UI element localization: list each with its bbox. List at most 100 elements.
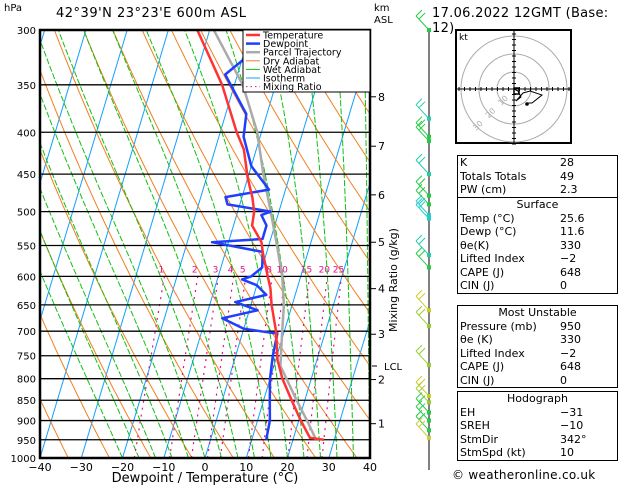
legend-label: Mixing Ratio xyxy=(263,82,322,93)
index-value: 648 xyxy=(560,360,581,373)
wind-level-marker xyxy=(427,435,431,440)
isotherm-line xyxy=(287,181,370,458)
index-value: 25.6 xyxy=(560,211,585,225)
wind-barb-flag xyxy=(418,12,426,20)
wet-adiabat-line xyxy=(83,30,239,458)
mixing-ratio-axis-title: Mixing Ratio (g/kg) xyxy=(387,228,400,332)
temperature-tick-label: −30 xyxy=(70,461,93,474)
copyright-link[interactable]: © weatheronline.co.uk xyxy=(452,468,596,482)
wind-level-marker xyxy=(427,172,431,177)
wind-level-marker xyxy=(427,308,431,313)
index-label: Pressure (mb) xyxy=(460,319,537,333)
pressure-tick-label: 750 xyxy=(17,352,36,363)
pressure-tick-label: 900 xyxy=(17,417,36,428)
hodograph-row: EH −31 xyxy=(458,406,617,420)
pressure-tick-label: 850 xyxy=(17,396,36,407)
profile-lines xyxy=(196,30,325,442)
wind-barb-flag xyxy=(418,250,426,257)
index-value: 28 xyxy=(560,156,574,169)
wind-barb-flag xyxy=(418,197,426,205)
mixing-ratio-label: 15 xyxy=(301,265,312,275)
wind-barb-flag xyxy=(415,305,423,313)
height-tick-label: 3 xyxy=(378,328,385,341)
wind-level-marker xyxy=(427,216,431,221)
pressure-tick-label: 350 xyxy=(17,81,36,92)
wind-barb-flag xyxy=(415,289,423,297)
mixing-ratio-label: 8 xyxy=(266,265,272,275)
mixing-ratio-labels: 1 2 3 4 5 8 10 15 20 25 xyxy=(159,265,345,275)
indices-top-box: K 28 Totals Totals 49 PW (cm) 2.3 xyxy=(457,155,618,198)
index-value: 330 xyxy=(560,238,581,252)
surface-row: CIN (J) 0 xyxy=(458,279,617,293)
wind-barb-flag xyxy=(415,392,423,399)
wind-barb-flag xyxy=(415,153,423,161)
height-tick-label: 5 xyxy=(378,236,385,249)
height-km-axis: 1 2 3 4 5 6 7 8 LCL xyxy=(370,91,403,431)
legend-label: Dewpoint xyxy=(263,39,308,50)
mixing-ratio-label: 1 xyxy=(159,265,165,275)
hodograph-row: StmSpd (kt) 10 xyxy=(458,446,617,460)
wind-barb-flag xyxy=(415,400,423,407)
pressure-unit-label: hPa xyxy=(4,3,23,14)
wind-barb xyxy=(415,387,430,403)
index-value: 10 xyxy=(560,446,574,459)
pressure-tick-label: 1000 xyxy=(11,454,36,465)
index-label: Lifted Index xyxy=(460,346,525,360)
wind-level-marker xyxy=(427,410,431,415)
isotherm-line xyxy=(328,318,370,458)
pressure-tick-label: 500 xyxy=(17,208,36,219)
wind-level-marker xyxy=(427,139,431,144)
index-label: CIN (J) xyxy=(460,279,495,292)
pressure-tick-label: 700 xyxy=(17,327,36,338)
dry-adiabat-line xyxy=(40,312,110,458)
index-label: StmSpd (kt) xyxy=(460,446,526,459)
isotherm-line xyxy=(204,30,334,458)
wet-adiabat-line xyxy=(40,269,123,458)
wind-barb-flag xyxy=(415,381,423,389)
height-unit-label: km ASL xyxy=(374,3,393,27)
temperature-line xyxy=(196,30,325,442)
hodograph-row: StmDir 342° xyxy=(458,433,617,447)
height-tick-label: 8 xyxy=(378,91,385,104)
mixing-ratio-label: 25 xyxy=(333,265,344,275)
parcel-trajectory-line xyxy=(212,30,318,441)
wind-barb-flag xyxy=(415,247,423,254)
index-value: 950 xyxy=(560,319,581,333)
most-unstable-box: Most Unstable Pressure (mb) 950 θe (K) 330… xyxy=(457,305,618,388)
wind-barb-flag xyxy=(418,101,426,109)
wind-barb-flag xyxy=(418,420,426,428)
x-axis-title: Dewpoint / Temperature (°C) xyxy=(112,471,299,486)
wind-barb xyxy=(415,311,430,327)
wind-level-marker xyxy=(427,193,431,198)
index-value: 0 xyxy=(560,279,567,292)
index-value: 330 xyxy=(560,333,581,346)
location-title: 42°39'N 23°23'E 600m ASL xyxy=(56,6,247,21)
dry-adiabat-line xyxy=(83,30,317,458)
isotherm-line xyxy=(40,30,87,185)
wind-barb-flag xyxy=(418,123,426,131)
surface-title: Surface xyxy=(516,198,559,211)
index-label: StmDir xyxy=(460,432,499,446)
height-tick-label: 6 xyxy=(378,189,385,202)
surface-row: Dewp (°C) 11.6 xyxy=(458,225,617,239)
wind-barb-flag xyxy=(415,198,423,205)
temperature-tick-label: 40 xyxy=(363,461,377,474)
wind-barb-flag xyxy=(415,344,423,352)
km-label: km xyxy=(374,3,390,14)
wind-barb-flag xyxy=(415,234,423,242)
temperature-tick-label: −40 xyxy=(28,461,51,474)
mixing-ratio-label: 10 xyxy=(276,265,288,275)
wind-barb-flag xyxy=(415,194,423,202)
index-value: −31 xyxy=(560,405,584,419)
wind-barb-flag xyxy=(415,375,423,383)
wind-level-marker xyxy=(427,394,431,399)
mixing-ratio-label: 4 xyxy=(228,265,234,275)
dry-adiabat-line xyxy=(258,30,370,213)
index-label: K xyxy=(460,156,468,169)
isotherm-line xyxy=(80,30,211,458)
temperature-tick-label: 30 xyxy=(322,461,336,474)
index-value: −10 xyxy=(560,419,584,432)
temperature-tick-label: 10 xyxy=(239,461,253,474)
legend-label: Temperature xyxy=(262,31,323,42)
